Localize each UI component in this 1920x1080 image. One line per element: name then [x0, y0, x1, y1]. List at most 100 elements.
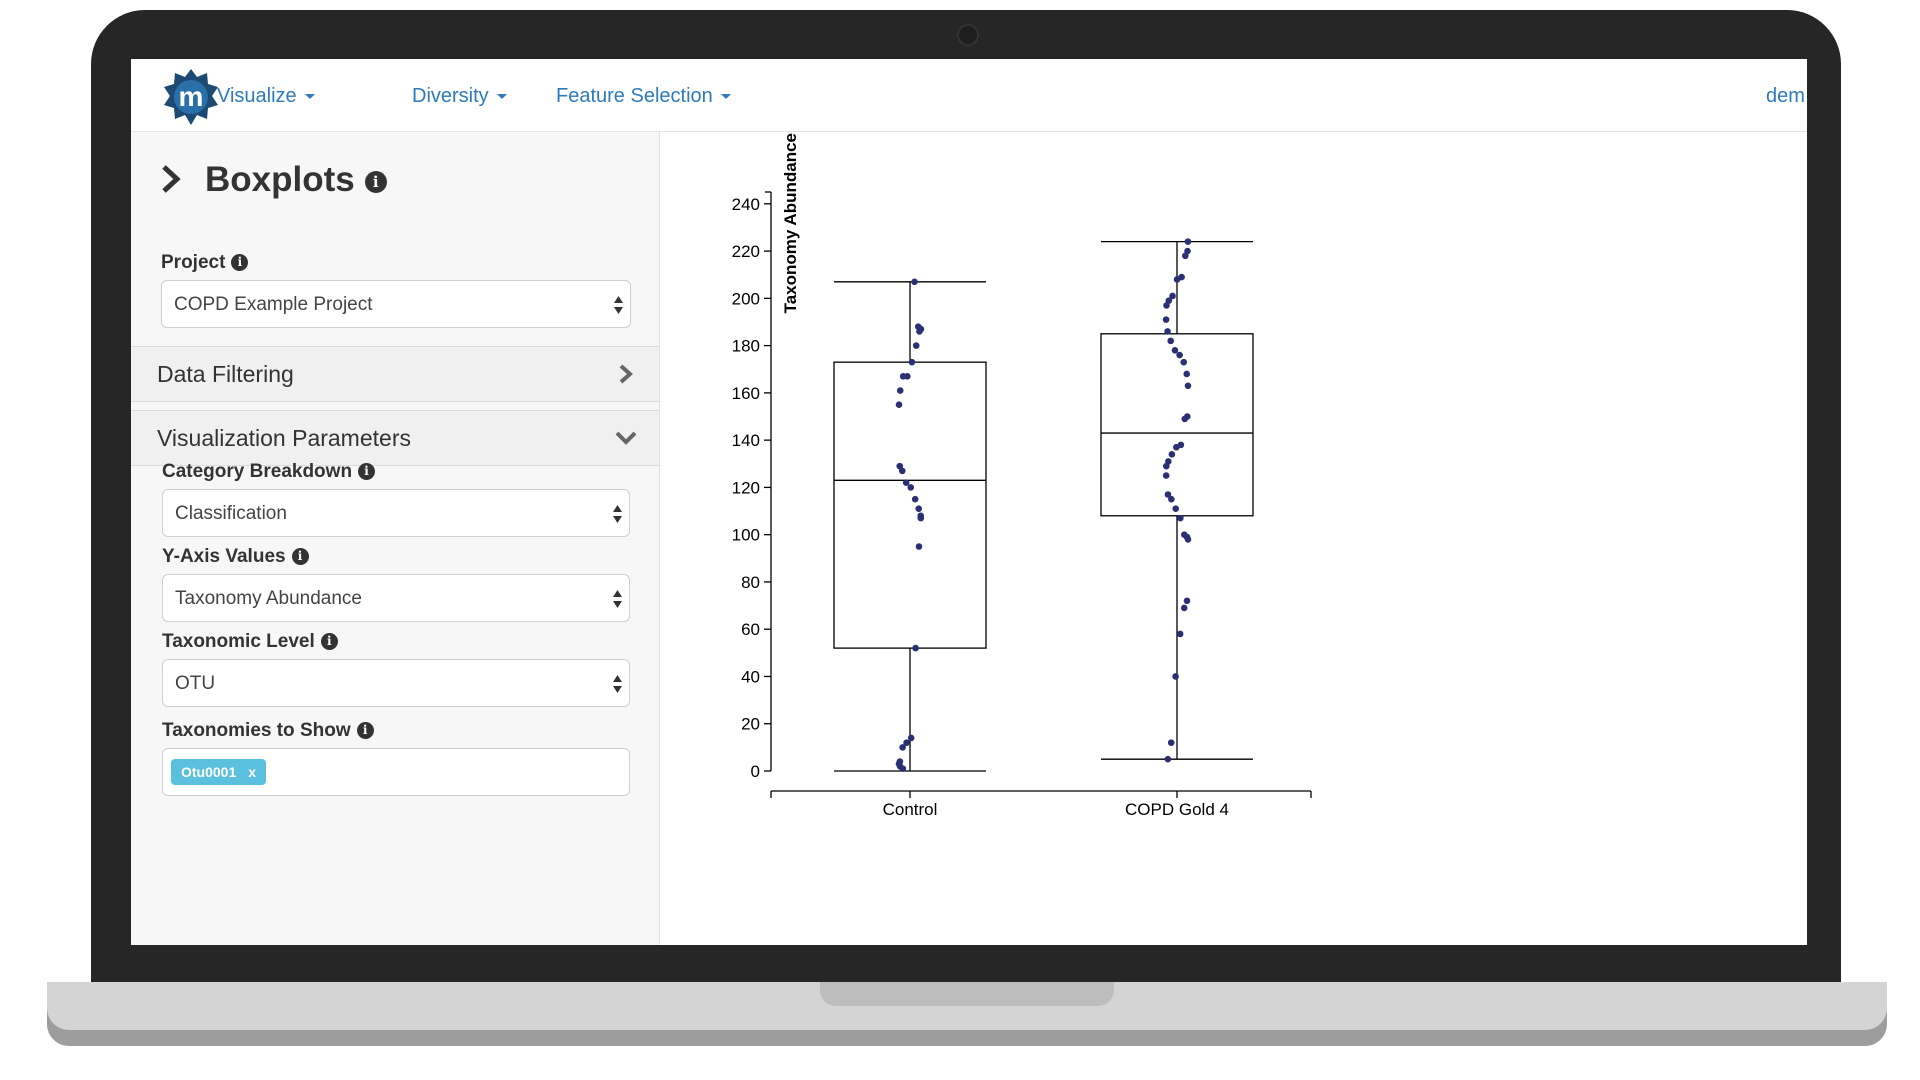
data-point — [902, 479, 910, 486]
category-breakdown-select[interactable]: Classification — [162, 489, 630, 537]
data-point — [907, 484, 915, 491]
nav-visualize[interactable]: Visualize — [217, 85, 315, 108]
taxonomy-tag-label: Otu0001 — [181, 764, 237, 780]
data-point — [907, 734, 915, 742]
info-icon[interactable]: i — [364, 170, 387, 193]
data-point — [903, 739, 910, 746]
top-navbar: m Visualize Diversity Feature Selection … — [131, 59, 1807, 132]
y-tick-label: 160 — [732, 384, 760, 403]
taxonomy-tag: Otu0001 x — [171, 759, 267, 785]
camera-icon — [957, 24, 979, 46]
data-point — [1169, 292, 1176, 300]
data-point — [1164, 328, 1171, 335]
data-point — [1162, 472, 1170, 479]
boxplot-chart: 0 20 40 60 80 100 120 140 160 180 200 220 240 Taxonom… — [732, 133, 1312, 819]
info-icon[interactable]: i — [320, 633, 338, 651]
data-point — [916, 328, 923, 335]
data-point — [1177, 514, 1184, 522]
visualization-parameters-label: Visualization Parameters — [157, 425, 411, 451]
taxonomic-level-label-text: Taxonomic Level — [162, 631, 315, 652]
caret-down-icon — [496, 94, 507, 100]
taxonomies-tag-input[interactable]: Otu0001 x — [162, 748, 630, 796]
page-title-text: Boxplots — [205, 160, 355, 199]
taxonomies-to-show-label: Taxonomies to Show i — [162, 720, 374, 742]
category-breakdown-value: Classification — [175, 503, 287, 524]
user-menu-link[interactable]: dem — [1766, 85, 1805, 107]
data-filtering-accordion[interactable]: Data Filtering — [131, 346, 659, 402]
select-arrows-icon — [614, 296, 623, 314]
data-point — [1171, 347, 1179, 354]
select-arrows-icon — [613, 505, 622, 523]
data-point — [898, 467, 906, 475]
taxonomic-level-select[interactable]: OTU — [162, 659, 630, 707]
nav-visualize-label: Visualize — [217, 85, 297, 107]
app-logo-icon[interactable]: m — [161, 67, 221, 127]
data-point — [1172, 673, 1179, 680]
project-select[interactable]: COPD Example Project — [161, 280, 631, 328]
app-screen: m Visualize Diversity Feature Selection … — [131, 59, 1807, 945]
data-point — [1180, 604, 1188, 612]
page-title: Boxplots i — [205, 160, 387, 200]
visualization-parameters-accordion[interactable]: Visualization Parameters — [131, 410, 659, 466]
data-point — [899, 765, 907, 772]
data-point — [895, 401, 903, 408]
data-point — [899, 373, 907, 380]
y-tick-label: 200 — [732, 289, 760, 308]
select-arrows-icon — [613, 675, 622, 693]
data-point — [1167, 739, 1175, 746]
data-filtering-label: Data Filtering — [157, 361, 294, 387]
nav-diversity[interactable]: Diversity — [412, 85, 507, 108]
y-tick-label: 100 — [732, 526, 760, 545]
y-tick-label: 120 — [732, 478, 760, 497]
info-icon[interactable]: i — [231, 254, 249, 272]
y-tick-label: 60 — [741, 620, 760, 639]
chevron-down-icon — [615, 431, 637, 445]
y-axis-values-value: Taxonomy Abundance — [175, 588, 362, 609]
data-point — [1181, 415, 1189, 423]
taxonomic-level-label: Taxonomic Level i — [162, 631, 338, 653]
info-icon[interactable]: i — [291, 548, 309, 566]
data-point — [1184, 382, 1192, 390]
taxonomies-to-show-label-text: Taxonomies to Show — [162, 720, 351, 741]
y-tick-label: 20 — [741, 715, 760, 734]
data-point — [911, 495, 919, 503]
select-arrows-icon — [613, 590, 622, 608]
chevron-right-icon — [619, 364, 634, 384]
project-label-text: Project — [161, 252, 226, 273]
data-point — [915, 543, 923, 550]
data-point — [1173, 443, 1180, 451]
data-point — [912, 644, 919, 652]
info-icon[interactable]: i — [356, 722, 374, 740]
nav-feature-selection[interactable]: Feature Selection — [556, 85, 731, 108]
sidebar-header: Boxplots i — [159, 152, 639, 202]
y-axis-values-label-text: Y-Axis Values — [162, 546, 286, 567]
data-point — [1163, 302, 1170, 309]
tag-remove-icon[interactable]: x — [248, 764, 257, 780]
laptop-base-notch — [820, 982, 1114, 1006]
y-axis-values-select[interactable]: Taxonomy Abundance — [162, 574, 630, 622]
box-iqr-rect — [833, 361, 987, 649]
data-point — [896, 387, 904, 394]
data-point — [1176, 351, 1183, 359]
y-axis-title: Taxonomy Abundance — [781, 133, 800, 313]
caret-down-icon — [304, 94, 315, 100]
chevron-right-icon[interactable] — [159, 164, 183, 194]
caret-down-icon — [720, 94, 731, 100]
data-point — [1184, 238, 1192, 245]
info-icon[interactable]: i — [358, 463, 376, 481]
y-tick-label: 240 — [732, 195, 760, 214]
project-label: Project i — [161, 252, 249, 274]
category-breakdown-label: Category Breakdown i — [162, 461, 376, 483]
sidebar-panel: Boxplots i Project i COPD Example Project … — [131, 132, 660, 945]
data-point — [1167, 337, 1175, 345]
data-point — [911, 278, 918, 286]
data-point — [1181, 252, 1189, 260]
taxonomic-level-value: OTU — [175, 673, 216, 694]
y-tick-label: 40 — [741, 667, 760, 686]
project-select-value: COPD Example Project — [174, 294, 373, 315]
category-breakdown-label-text: Category Breakdown — [162, 461, 353, 482]
y-tick-label: 80 — [741, 573, 760, 592]
data-point — [912, 342, 920, 349]
y-tick-label: 140 — [732, 431, 760, 450]
box-iqr-rect — [1100, 333, 1254, 517]
